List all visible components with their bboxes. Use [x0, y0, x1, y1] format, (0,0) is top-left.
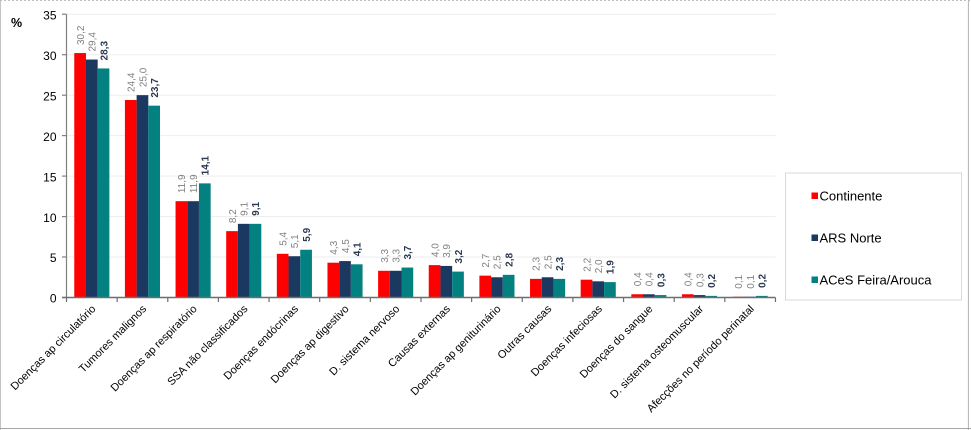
svg-text:15: 15: [43, 170, 57, 184]
svg-text:24,4: 24,4: [127, 72, 138, 92]
svg-text:30: 30: [43, 49, 57, 63]
svg-text:2,0: 2,0: [594, 259, 605, 273]
svg-text:3,7: 3,7: [403, 245, 414, 259]
svg-text:9,1: 9,1: [240, 202, 251, 216]
svg-text:0,2: 0,2: [758, 274, 769, 288]
svg-text:35: 35: [43, 8, 57, 22]
svg-text:9,1: 9,1: [251, 202, 262, 216]
svg-text:2,7: 2,7: [481, 253, 492, 267]
svg-text:3,2: 3,2: [454, 249, 465, 263]
svg-text:11,9: 11,9: [177, 174, 188, 193]
svg-text:25,0: 25,0: [138, 67, 149, 87]
svg-text:4,0: 4,0: [430, 243, 441, 257]
svg-text:14,1: 14,1: [201, 155, 212, 175]
svg-text:5,1: 5,1: [290, 234, 301, 248]
svg-text:3,3: 3,3: [380, 248, 391, 262]
svg-text:2,3: 2,3: [555, 257, 566, 271]
svg-text:4,1: 4,1: [353, 242, 364, 256]
svg-text:3,9: 3,9: [442, 244, 453, 258]
svg-text:28,3: 28,3: [99, 41, 110, 61]
svg-text:%: %: [11, 16, 22, 30]
svg-text:0,3: 0,3: [656, 273, 667, 287]
svg-text:2,3: 2,3: [532, 257, 543, 271]
svg-text:2,5: 2,5: [543, 255, 554, 269]
svg-text:0,1: 0,1: [746, 274, 757, 288]
svg-text:10: 10: [43, 211, 57, 225]
svg-text:11,9: 11,9: [189, 174, 200, 193]
svg-text:0,1: 0,1: [734, 274, 745, 288]
svg-text:25: 25: [43, 89, 57, 103]
svg-text:0,4: 0,4: [684, 272, 695, 286]
svg-text:0,4: 0,4: [633, 272, 644, 286]
svg-text:0,4: 0,4: [645, 272, 656, 286]
svg-text:1,9: 1,9: [606, 260, 617, 274]
svg-text:0,2: 0,2: [707, 274, 718, 288]
svg-text:2,2: 2,2: [582, 257, 593, 271]
svg-text:20: 20: [43, 130, 57, 144]
svg-text:2,8: 2,8: [504, 253, 515, 267]
svg-text:29,4: 29,4: [88, 32, 99, 52]
svg-text:ACeS Feira/Arouca: ACeS Feira/Arouca: [820, 273, 933, 288]
svg-text:2,5: 2,5: [493, 255, 504, 269]
svg-text:0: 0: [50, 292, 57, 306]
svg-text:3,3: 3,3: [391, 248, 402, 262]
svg-text:ARS Norte: ARS Norte: [820, 231, 882, 246]
svg-text:5: 5: [50, 251, 57, 265]
svg-text:0,3: 0,3: [695, 273, 706, 287]
svg-text:4,5: 4,5: [341, 239, 352, 253]
svg-text:Continente: Continente: [820, 189, 883, 204]
svg-text:23,7: 23,7: [150, 78, 161, 98]
svg-text:5,9: 5,9: [302, 227, 313, 241]
svg-text:5,4: 5,4: [278, 231, 289, 245]
svg-text:4,3: 4,3: [329, 240, 340, 254]
svg-text:30,2: 30,2: [76, 25, 87, 45]
svg-text:8,2: 8,2: [228, 209, 239, 223]
